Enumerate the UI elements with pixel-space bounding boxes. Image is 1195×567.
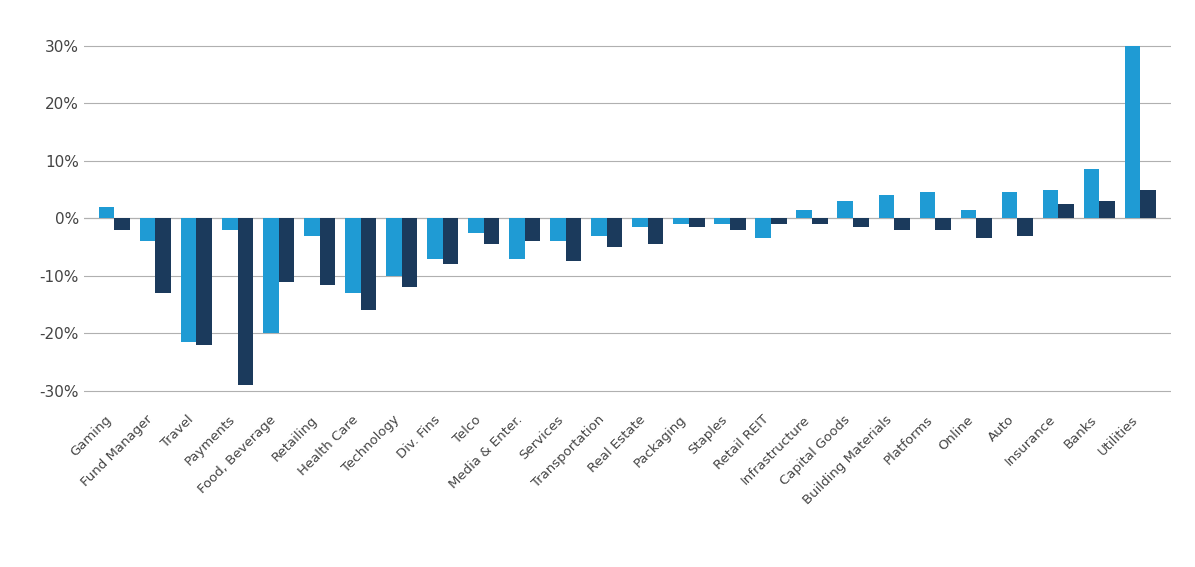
Bar (1017, 218, 1032, 236)
Bar (1124, 46, 1140, 218)
Bar (180, 218, 196, 342)
Bar (361, 218, 376, 310)
Bar (263, 218, 278, 333)
Bar (442, 218, 459, 264)
Bar (813, 218, 828, 224)
Bar (730, 218, 746, 230)
Bar (894, 218, 909, 230)
Bar (427, 218, 442, 259)
Bar (796, 210, 813, 218)
Bar (304, 218, 319, 236)
Bar (402, 218, 417, 287)
Bar (99, 207, 115, 218)
Bar (484, 218, 500, 244)
Bar (525, 218, 540, 242)
Bar (196, 218, 212, 345)
Bar (755, 218, 771, 239)
Bar (1043, 189, 1059, 218)
Bar (771, 218, 786, 224)
Bar (115, 218, 130, 230)
Bar (715, 218, 730, 224)
Bar (1084, 170, 1099, 218)
Bar (878, 195, 894, 218)
Bar (838, 201, 853, 218)
Bar (936, 218, 951, 230)
Bar (648, 218, 663, 244)
Bar (976, 218, 992, 239)
Bar (468, 218, 484, 232)
Bar (278, 218, 294, 282)
Bar (222, 218, 238, 230)
Bar (1140, 189, 1156, 218)
Bar (607, 218, 623, 247)
Bar (319, 218, 336, 285)
Bar (386, 218, 402, 276)
Bar (673, 218, 690, 224)
Bar (345, 218, 361, 293)
Bar (632, 218, 648, 227)
Bar (155, 218, 171, 293)
Bar (690, 218, 705, 227)
Bar (140, 218, 155, 242)
Bar (1099, 201, 1115, 218)
Bar (1059, 204, 1074, 218)
Bar (565, 218, 582, 261)
Bar (919, 192, 936, 218)
Bar (592, 218, 607, 236)
Bar (509, 218, 525, 259)
Bar (853, 218, 869, 227)
Bar (961, 210, 976, 218)
Bar (1001, 192, 1017, 218)
Bar (238, 218, 253, 385)
Bar (550, 218, 565, 242)
